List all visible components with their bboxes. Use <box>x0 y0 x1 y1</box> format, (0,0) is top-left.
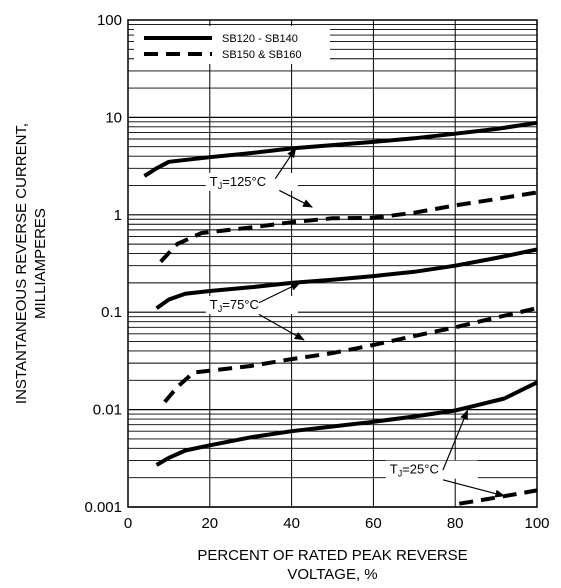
annotation-arrow <box>274 147 297 179</box>
annotation-arrow <box>258 282 301 304</box>
series-line <box>155 380 538 467</box>
y-tick-label: 10 <box>105 109 122 126</box>
annotations: TJ=125°C TJ=75°C TJ=25°C <box>205 147 506 498</box>
x-tick-label: 60 <box>365 515 382 532</box>
y-tick-label: 0.01 <box>93 402 122 419</box>
legend-label: SB120 - SB140 <box>222 33 298 45</box>
annotation-label: TJ=125°C <box>210 174 266 191</box>
annotation-label-bg <box>205 172 298 191</box>
y-tick-label: 1 <box>114 207 122 224</box>
series-line <box>163 306 538 404</box>
annotation-label: TJ=25°C <box>390 462 439 479</box>
y-tick-label: 0.1 <box>101 304 122 321</box>
annotation-label-bg <box>385 460 478 479</box>
annotation-label-bg <box>205 295 298 314</box>
x-tick-label: 40 <box>283 515 300 532</box>
legend-box <box>134 26 330 64</box>
plot-frame <box>127 19 538 508</box>
legend: SB120 - SB140 SB150 & SB160 <box>134 26 330 64</box>
x-tick-label: 20 <box>201 515 218 532</box>
series-line <box>159 190 538 264</box>
annotation-label: TJ=75°C <box>210 297 259 314</box>
x-tick-label: 80 <box>447 515 464 532</box>
series-group <box>143 120 538 506</box>
annotation-arrow <box>258 313 305 341</box>
y-tick-label: 100 <box>97 12 122 29</box>
x-tick-label: 0 <box>124 515 132 532</box>
x-tick-label: 100 <box>524 515 549 532</box>
axes: 0.001 0.01 0.1 1 10 100 0 20 40 60 80 100 PERCENT OF… <box>13 12 550 583</box>
annotation-arrow <box>279 189 313 208</box>
y-axis-title: INSTANTANEOUS REVERSE CURRENT, <box>13 123 30 404</box>
series-line <box>155 247 538 310</box>
y-axis-title: MILLIAMPERES <box>32 208 49 319</box>
series-line <box>458 488 538 506</box>
annotation-arrow <box>442 479 506 498</box>
series-line <box>143 120 538 178</box>
x-axis-title: PERCENT OF RATED PEAK REVERSE <box>197 547 467 564</box>
annotation-arrow <box>442 409 469 471</box>
x-axis-title: VOLTAGE, % <box>287 566 377 583</box>
y-tick-label: 0.001 <box>84 499 122 516</box>
legend-label: SB150 & SB160 <box>222 49 302 61</box>
